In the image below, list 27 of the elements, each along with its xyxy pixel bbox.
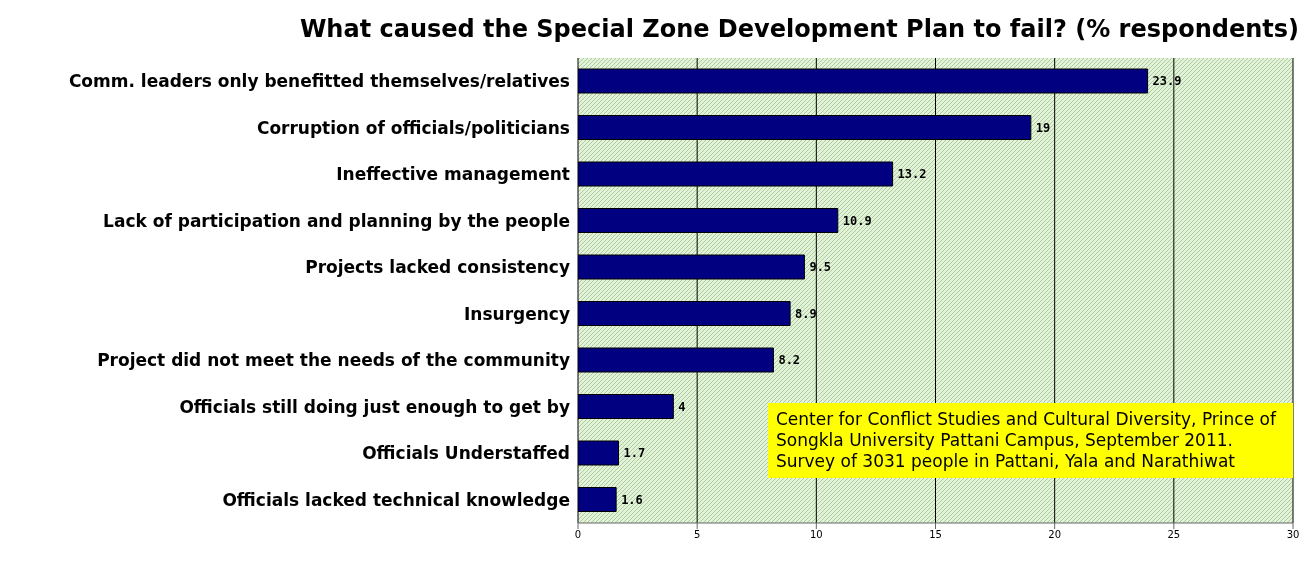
y-tick-label: Corruption of officials/politicians: [256, 117, 570, 138]
y-tick-label: Ineffective management: [336, 164, 570, 185]
y-tick-label: Lack of participation and planning by the people: [103, 210, 570, 231]
x-tick-label: 30: [1286, 529, 1300, 541]
y-tick-label: Officials lacked technical knowledge: [222, 489, 570, 510]
data-label: 8.9: [795, 306, 817, 321]
annotation: Center for Conflict Studies and Cultural Diversity, Prince of Songkla University Pattani Campus, September 2011. Survey of 3031 people in Pattani, Yala and Narathiwat: [768, 403, 1293, 478]
data-label: 1.7: [623, 446, 646, 461]
data-label: 4: [678, 399, 686, 414]
data-label: 1.6: [621, 492, 643, 507]
x-tick-label: 0: [574, 529, 582, 541]
y-tick-label: Officials still doing just enough to get by: [179, 396, 570, 417]
data-label: 10.9: [842, 213, 872, 228]
x-tick-label: 5: [693, 529, 701, 541]
data-label: 8.2: [778, 353, 801, 368]
data-label: 13.2: [897, 167, 927, 182]
chart-title: What caused the Special Zone Development Plan to fail? (% respondents): [298, 14, 1300, 45]
data-label: 19: [1035, 120, 1051, 135]
y-tick-label: Comm. leaders only benefitted themselves/relatives: [68, 71, 570, 92]
x-tick-label: 10: [809, 529, 823, 541]
y-tick-label: Officials Understaffed: [362, 443, 570, 464]
x-tick-label: 20: [1048, 529, 1062, 541]
y-tick-label: Projects lacked consistency: [305, 257, 570, 278]
x-tick-label: 25: [1167, 529, 1181, 541]
x-tick-label: 15: [929, 529, 942, 541]
y-tick-label: Project did not meet the needs of the community: [97, 350, 570, 371]
y-tick-label: Insurgency: [464, 303, 570, 324]
